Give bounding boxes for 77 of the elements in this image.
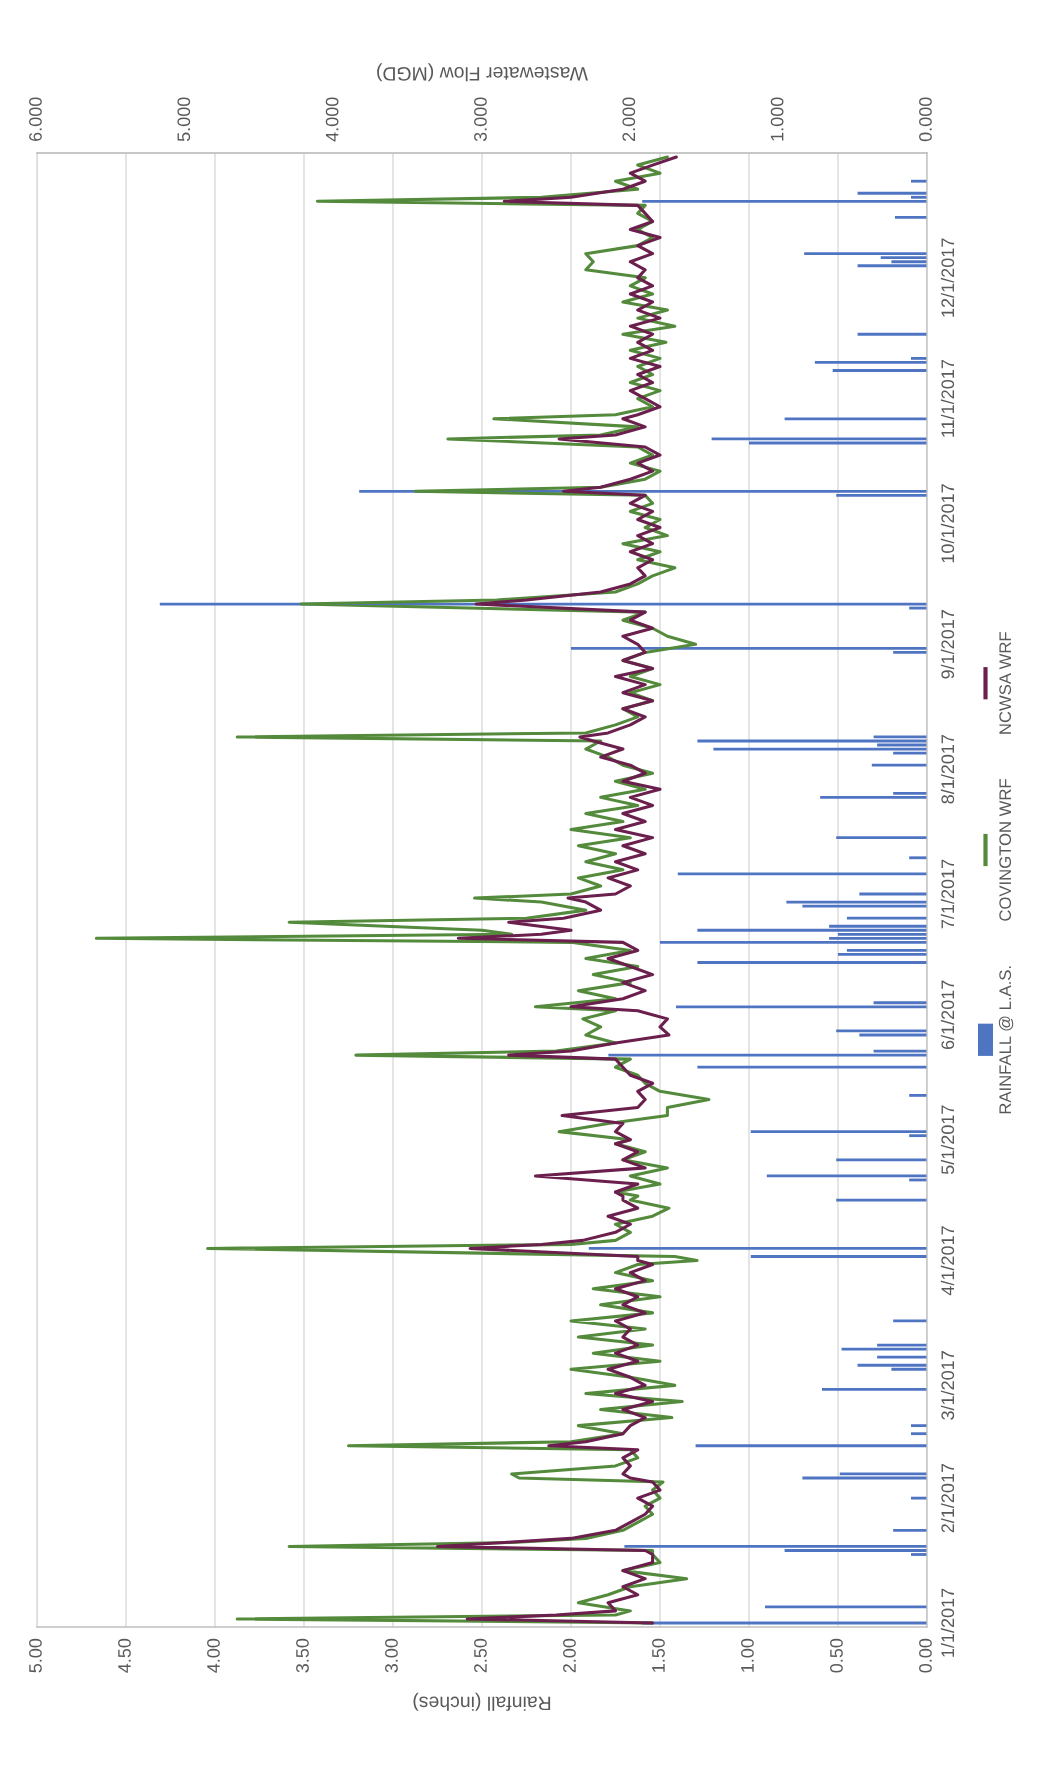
x-tick-label: 2.50 [474,1638,487,1673]
bar [804,252,927,256]
bar [909,1093,927,1097]
bar [624,1545,927,1548]
bar [836,1198,927,1202]
x-tick-label: 4.50 [118,1638,131,1673]
bar [660,940,927,944]
bar [910,179,927,183]
bar [608,1053,927,1057]
x-tick-label: 4.00 [207,1638,220,1673]
bar [838,953,927,956]
y-tick-label: 6/1/2017 [940,980,955,1050]
y-tick-label: 2/1/2017 [940,1463,955,1533]
y-tick-label: 1/1/2017 [940,1588,955,1657]
bar [832,369,927,372]
x2-axis-title: Wastewater Flow (MGD) [377,63,588,82]
y-tick-label: 11/1/2017 [940,360,955,437]
bar [697,928,927,932]
x-tick-label: 1.00 [741,1638,754,1672]
x2-tick-label: 1.000 [770,97,784,141]
bar [821,1387,927,1391]
y-tick-label: 5/1/2017 [940,1105,955,1175]
x-tick-label: 0.50 [830,1638,843,1673]
x2-tick-label: 6.000 [29,97,42,141]
bar [814,361,927,364]
bar [836,836,927,840]
bar [750,1130,927,1134]
bar [676,1005,927,1009]
bar [802,904,927,908]
bar [677,872,927,876]
bar [857,191,927,195]
x-tick-label: 1.50 [652,1638,665,1672]
bar [846,916,927,920]
bar [871,763,927,767]
bar [910,1496,927,1500]
y-tick-label: 8/1/2017 [940,734,955,804]
x2-tick-label: 2.000 [622,97,636,141]
bar [750,1255,927,1258]
bar [642,199,927,203]
bar [857,332,927,336]
bar [857,1363,927,1367]
legend-label: NCWSA WRF [999,632,1012,734]
y-tick-label: 3/1/2017 [940,1351,955,1420]
legend-label: COVINGTON WRF [999,779,1012,921]
bar [697,1065,927,1069]
y-tick-label: 7/1/2017 [940,859,955,929]
bar [841,1347,927,1351]
y-tick-label: 12/1/2017 [940,238,955,317]
x2-tick-label: 5.000 [177,97,191,142]
x-tick-label: 2.00 [563,1638,576,1673]
bar [893,1528,927,1532]
bar [894,216,927,219]
bar [909,856,927,860]
bar [910,1424,927,1428]
bar [877,1355,927,1359]
y-tick-label: 9/1/2017 [940,610,955,679]
legend-label: RAINFALL @ L.A.S. [998,966,1014,1114]
bar [910,1432,927,1436]
bar [571,646,927,650]
bar [820,795,927,799]
y-tick-label: 10/1/2017 [940,484,955,563]
y-tick-label: 4/1/2017 [940,1226,955,1296]
x2-tick-label: 0.000 [919,97,932,142]
bar [857,264,927,268]
x-tick-label: 3.50 [296,1638,309,1673]
x-tick-label: 5.00 [29,1638,42,1673]
bar [588,1247,927,1250]
bar [695,1444,927,1448]
bar [784,417,927,421]
x-tick-label: 0.00 [919,1638,932,1673]
bar [697,961,927,964]
bar [836,1158,927,1162]
x2-tick-label: 3.000 [474,97,487,142]
x-tick-label: 3.00 [385,1638,398,1673]
x-axis-title: Rainfall (inches) [413,1692,551,1711]
x2-tick-label: 4.000 [325,97,339,142]
bar [765,1605,927,1609]
